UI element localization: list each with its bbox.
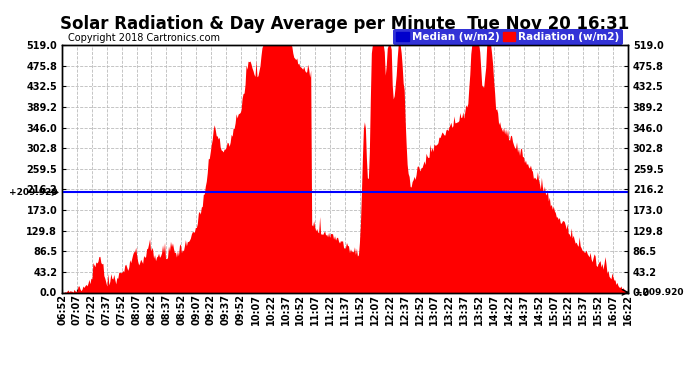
Text: +209.920: +209.920 <box>10 188 58 197</box>
Text: +209.920: +209.920 <box>635 288 683 297</box>
Text: Solar Radiation & Day Average per Minute  Tue Nov 20 16:31: Solar Radiation & Day Average per Minute… <box>61 15 629 33</box>
Legend: Median (w/m2), Radiation (w/m2): Median (w/m2), Radiation (w/m2) <box>393 29 622 45</box>
Text: Copyright 2018 Cartronics.com: Copyright 2018 Cartronics.com <box>68 33 219 42</box>
